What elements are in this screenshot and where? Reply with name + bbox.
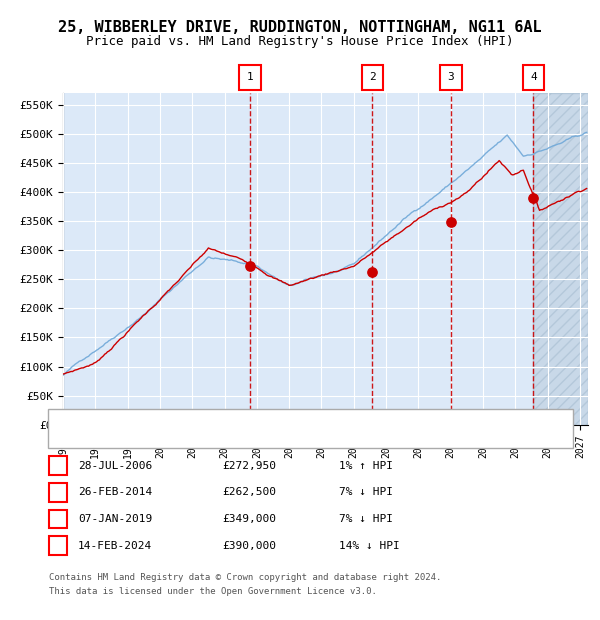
Bar (533, 93, 588, 425)
Text: 1: 1 (247, 73, 253, 82)
Text: 7% ↓ HPI: 7% ↓ HPI (339, 487, 393, 497)
Text: 14% ↓ HPI: 14% ↓ HPI (339, 541, 400, 551)
Text: 2: 2 (55, 487, 62, 497)
Point (368, 267, 377, 277)
Text: 7% ↓ HPI: 7% ↓ HPI (339, 514, 393, 524)
Text: £262,500: £262,500 (222, 487, 276, 497)
Point (446, 216, 456, 226)
Text: 3: 3 (448, 73, 454, 82)
Text: 14-FEB-2024: 14-FEB-2024 (78, 541, 152, 551)
Text: 3: 3 (55, 514, 62, 524)
Text: £349,000: £349,000 (222, 514, 276, 524)
Bar (533, 93, 588, 425)
Text: 25, WIBBERLEY DRIVE, RUDDINGTON, NOTTINGHAM, NG11 6AL (detached house): 25, WIBBERLEY DRIVE, RUDDINGTON, NOTTING… (105, 417, 516, 427)
Text: £272,950: £272,950 (222, 461, 276, 471)
Text: This data is licensed under the Open Government Licence v3.0.: This data is licensed under the Open Gov… (49, 587, 377, 596)
Text: 4: 4 (55, 541, 62, 551)
Text: HPI: Average price, detached house, Rushcliffe: HPI: Average price, detached house, Rush… (105, 432, 375, 441)
Text: 1% ↑ HPI: 1% ↑ HPI (339, 461, 393, 471)
Text: 1: 1 (55, 461, 62, 471)
Text: Price paid vs. HM Land Registry's House Price Index (HPI): Price paid vs. HM Land Registry's House … (86, 35, 514, 48)
Point (529, 193, 538, 203)
Text: 26-FEB-2014: 26-FEB-2014 (78, 487, 152, 497)
Text: £390,000: £390,000 (222, 541, 276, 551)
Text: 28-JUL-2006: 28-JUL-2006 (78, 461, 152, 471)
Text: 07-JAN-2019: 07-JAN-2019 (78, 514, 152, 524)
Text: 25, WIBBERLEY DRIVE, RUDDINGTON, NOTTINGHAM, NG11 6AL: 25, WIBBERLEY DRIVE, RUDDINGTON, NOTTING… (58, 20, 542, 35)
Text: 2: 2 (369, 73, 376, 82)
Point (245, 261, 254, 271)
Text: 4: 4 (530, 73, 537, 82)
Text: Contains HM Land Registry data © Crown copyright and database right 2024.: Contains HM Land Registry data © Crown c… (49, 573, 442, 582)
